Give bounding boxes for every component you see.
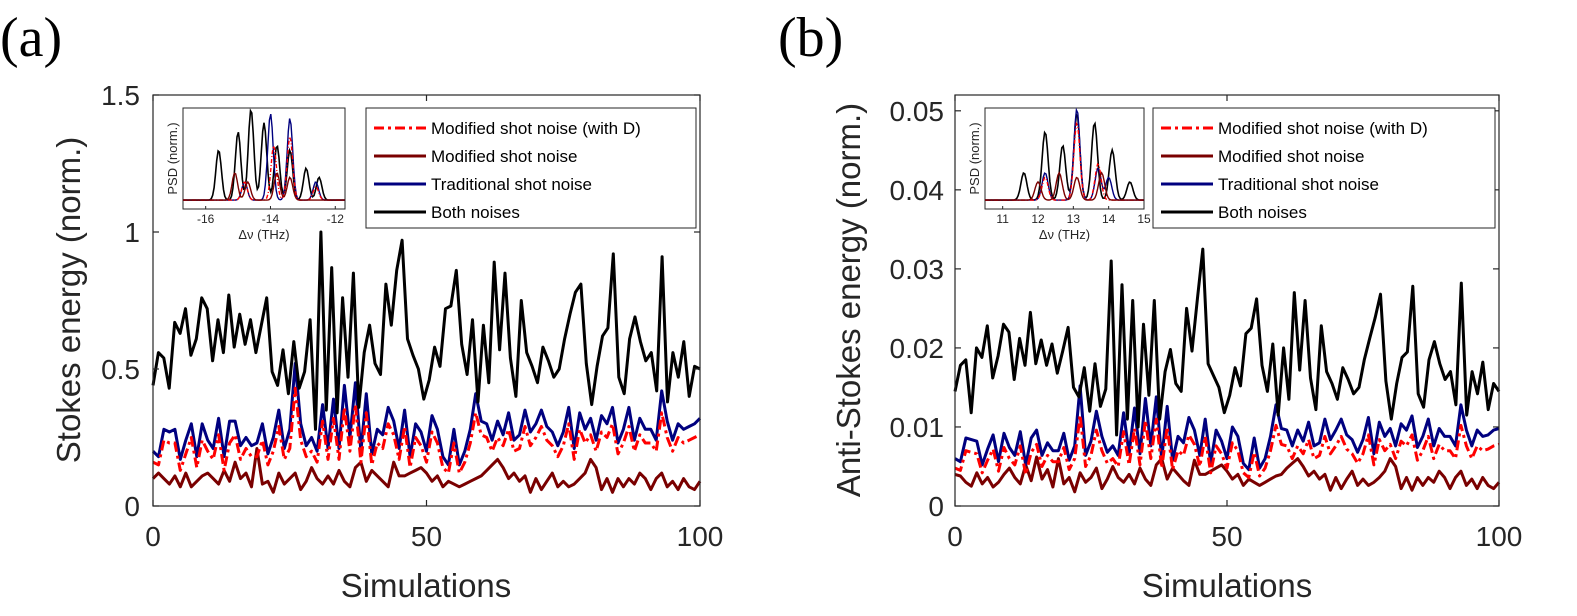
legend-label-modified-shot-noise-with-d: Modified shot noise (with D) bbox=[431, 119, 641, 138]
inset-xlabel: Δν (THz) bbox=[1039, 227, 1090, 242]
series-line-modified-shot-noise bbox=[954, 455, 1501, 494]
series-line-modified-shot-noise-with-d bbox=[152, 386, 701, 475]
inset-line-modified bbox=[183, 172, 345, 201]
panel-a-series bbox=[151, 230, 702, 494]
panel-a: (a) 0 50 100 0 0.5 1 1.5 Simulations Stokes en… bbox=[0, 7, 723, 604]
x-tick-label: 0 bbox=[947, 521, 963, 552]
series-line-modified-shot-noise-with-d bbox=[954, 413, 1500, 479]
y-tick-label: 1.5 bbox=[101, 80, 140, 111]
x-tick-label: 50 bbox=[1211, 521, 1242, 552]
panel-a-ticks: 0 50 100 0 0.5 1 1.5 bbox=[101, 80, 723, 552]
panel-b-ticks: 0 50 100 0 0.01 0.02 0.03 0.04 0.05 bbox=[890, 95, 1523, 552]
inset-ylabel: PSD (norm.) bbox=[165, 122, 180, 194]
series-line-modified-shot-noise bbox=[151, 447, 702, 494]
y-tick-label: 0 bbox=[928, 491, 944, 522]
y-tick-label: 0 bbox=[124, 491, 140, 522]
inset-x-tick-label: 13 bbox=[1067, 212, 1081, 226]
y-tick-label: 0.01 bbox=[890, 412, 945, 443]
legend-label-traditional-shot-noise: Traditional shot noise bbox=[431, 175, 592, 194]
inset-x-tick-label: 11 bbox=[996, 212, 1009, 226]
inset-xlabel: Δν (THz) bbox=[238, 227, 289, 242]
legend-label-modified-shot-noise: Modified shot noise bbox=[431, 147, 577, 166]
y-tick-label: 0.02 bbox=[890, 333, 945, 364]
series-line-both-noises bbox=[953, 247, 1501, 437]
legend-label-modified-shot-noise-with-d: Modified shot noise (with D) bbox=[1218, 119, 1428, 138]
panel-b-xlabel: Simulations bbox=[1142, 567, 1313, 604]
panel-b: (b) 0 50 100 0 0.01 0.02 0.03 0.04 0.05 Simulati… bbox=[778, 7, 1522, 604]
x-tick-label: 100 bbox=[677, 521, 724, 552]
legend-label-both-noises: Both noises bbox=[431, 203, 520, 222]
legend-label-traditional-shot-noise: Traditional shot noise bbox=[1218, 175, 1379, 194]
inset-x-tick-label: -12 bbox=[327, 212, 345, 226]
x-tick-label: 100 bbox=[1476, 521, 1523, 552]
legend-label-both-noises: Both noises bbox=[1218, 203, 1307, 222]
x-tick-label: 0 bbox=[145, 521, 161, 552]
inset-ylabel: PSD (norm.) bbox=[967, 122, 982, 194]
inset-line-modified-with-D bbox=[985, 121, 1144, 201]
inset-x-tick-label: 12 bbox=[1031, 212, 1045, 226]
panel-b-inset: 11 12 13 14 15 Δν (THz) PSD (norm.) bbox=[967, 107, 1151, 242]
inset-line-modified bbox=[985, 171, 1144, 201]
x-tick-label: 50 bbox=[411, 521, 442, 552]
panel-label-a: (a) bbox=[0, 7, 62, 69]
inset-x-tick-label: -14 bbox=[262, 212, 280, 226]
panel-a-xlabel: Simulations bbox=[341, 567, 512, 604]
y-tick-label: 0.05 bbox=[890, 96, 945, 127]
y-tick-label: 0.04 bbox=[890, 175, 945, 206]
panel-b-legend: Modified shot noise (with D) Modified sho… bbox=[1152, 107, 1496, 229]
y-tick-label: 1 bbox=[124, 217, 140, 248]
panel-label-b: (b) bbox=[778, 7, 843, 69]
panel-a-legend: Modified shot noise (with D) Modified sho… bbox=[365, 107, 697, 229]
y-tick-label: 0.03 bbox=[890, 254, 945, 285]
series-line-traditional-shot-noise bbox=[151, 362, 702, 467]
panel-a-ylabel: Stokes energy (norm.) bbox=[50, 137, 87, 463]
panel-a-inset: -16 -14 -12 Δν (THz) PSD (norm.) bbox=[165, 107, 346, 242]
inset-x-tick-label: 15 bbox=[1137, 212, 1151, 226]
y-tick-label: 0.5 bbox=[101, 354, 140, 385]
series-line-traditional-shot-noise bbox=[954, 384, 1500, 472]
inset-x-tick-label: 14 bbox=[1102, 212, 1116, 226]
inset-x-tick-label: -16 bbox=[197, 212, 215, 226]
series-line-both-noises bbox=[151, 230, 701, 431]
panel-b-series bbox=[953, 247, 1501, 494]
legend-label-modified-shot-noise: Modified shot noise bbox=[1218, 147, 1364, 166]
panel-b-ylabel: Anti-Stokes energy (norm.) bbox=[830, 103, 867, 497]
